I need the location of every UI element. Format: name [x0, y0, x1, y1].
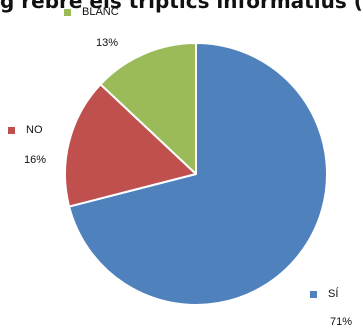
legend-swatch-blanc	[64, 8, 71, 16]
pie-slice-no	[64, 83, 197, 208]
data-label-blanc: 13%	[96, 37, 119, 49]
legend-swatch-no	[8, 126, 15, 134]
data-label-no: 16%	[24, 154, 47, 166]
legend-label-no: NO	[26, 124, 43, 137]
pie-slice-si	[68, 42, 328, 306]
legend-item-blanc: BLANC	[64, 5, 119, 19]
chart-title: g rebre els tríptics informatius (e	[0, 0, 363, 13]
pie-slice-blanc	[99, 42, 197, 175]
legend-item-no: NO	[8, 123, 43, 137]
legend-label-blanc: BLANC	[82, 6, 119, 19]
legend-swatch-si	[310, 290, 317, 298]
legend-label-si: SÍ	[328, 288, 339, 301]
legend-item-si: SÍ	[310, 287, 338, 301]
data-label-si: 71%	[330, 316, 353, 328]
